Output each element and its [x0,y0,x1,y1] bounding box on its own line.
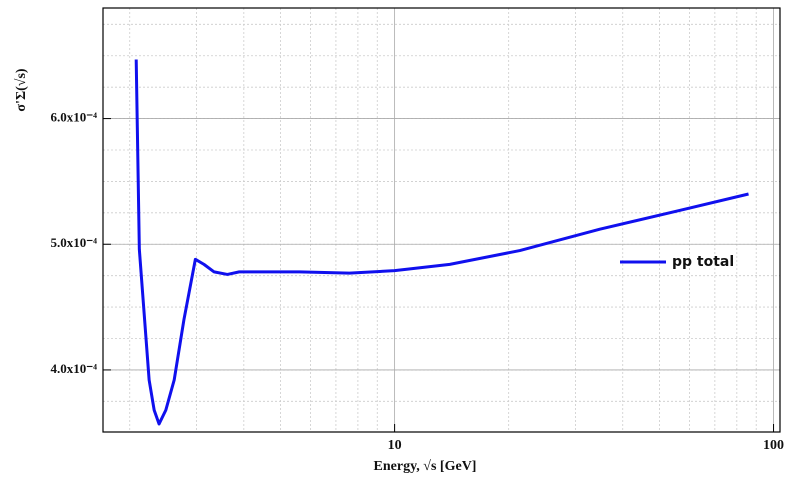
plot-frame [102,7,781,433]
y-axis-label: σ'Σ(√s) [14,68,29,111]
x-tick-label: 10 [388,438,402,453]
data-line [134,59,749,426]
y-tick-label: 6.0x10⁻⁴ [50,110,97,125]
x-axis-label: Energy, √s [GeV] [374,459,477,474]
x-tick-label: 100 [763,438,784,453]
legend-label: pp total [672,254,734,270]
y-tick-label: 4.0x10⁻⁴ [50,361,97,376]
y-tick-label: 5.0x10⁻⁴ [50,235,97,250]
